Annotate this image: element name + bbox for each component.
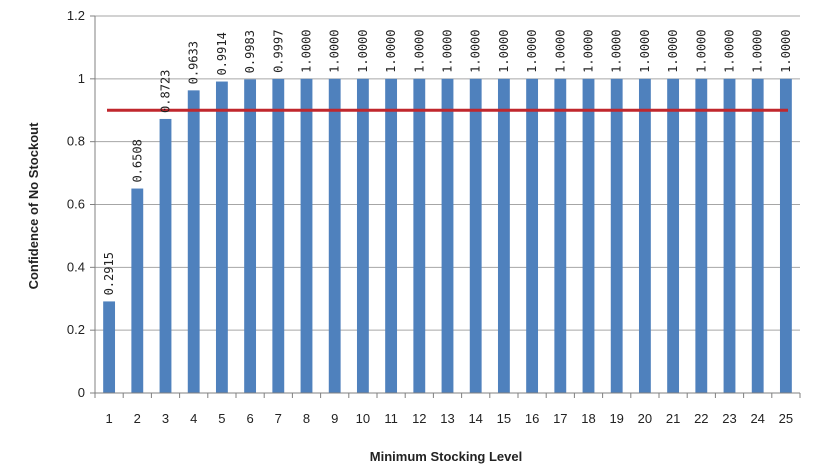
bar xyxy=(554,78,567,393)
y-tick-label: 0.4 xyxy=(67,259,85,274)
bar xyxy=(667,78,680,393)
x-tick-label: 6 xyxy=(246,411,253,426)
bar xyxy=(244,79,257,393)
x-tick-label: 7 xyxy=(275,411,282,426)
bar xyxy=(526,78,539,393)
x-tick-label: 11 xyxy=(384,411,398,426)
data-label: 1.0000 xyxy=(723,29,737,72)
x-tick-label: 17 xyxy=(553,411,567,426)
x-tick-label: 5 xyxy=(218,411,225,426)
y-tick-label: 0.8 xyxy=(67,134,85,149)
data-label: 1.0000 xyxy=(553,29,567,72)
data-label: 1.0000 xyxy=(441,29,455,72)
bar xyxy=(356,78,369,393)
bar xyxy=(215,81,228,394)
x-tick-label: 9 xyxy=(331,411,338,426)
axes: 00.20.40.60.811.21 2 3 4 5 6 7 8 9 10 11 12 13 14 15 16… xyxy=(67,8,801,426)
x-tick-label: 10 xyxy=(356,411,370,426)
x-tick-label: 21 xyxy=(666,411,680,426)
data-label: 1.0000 xyxy=(751,29,765,72)
x-tick-label: 2 xyxy=(134,411,141,426)
data-label: 1.0000 xyxy=(582,29,596,72)
x-tick-label: 20 xyxy=(638,411,652,426)
data-label: 1.0000 xyxy=(525,29,539,72)
data-label: 1.0000 xyxy=(356,29,370,72)
data-label: 1.0000 xyxy=(300,29,314,72)
bar xyxy=(723,78,736,393)
data-label: 0.9997 xyxy=(271,30,285,73)
y-tick-label: 0.2 xyxy=(67,322,85,337)
x-tick-label: 24 xyxy=(750,411,764,426)
bar xyxy=(187,90,200,393)
x-tick-label: 18 xyxy=(581,411,595,426)
x-tick-label: 23 xyxy=(722,411,736,426)
bar xyxy=(413,78,426,393)
bar xyxy=(385,78,398,393)
data-label: 1.0000 xyxy=(779,29,793,72)
data-label: 0.2915 xyxy=(102,252,116,295)
y-tick-label: 0.6 xyxy=(67,197,85,212)
x-tick-label: 14 xyxy=(468,411,482,426)
bar xyxy=(328,78,341,393)
x-tick-label: 13 xyxy=(440,411,454,426)
bars xyxy=(103,78,792,394)
x-tick-label: 8 xyxy=(303,411,310,426)
bar xyxy=(159,118,172,393)
data-label: 0.9983 xyxy=(243,30,257,73)
x-tick-label: 19 xyxy=(609,411,623,426)
bar xyxy=(779,78,792,393)
x-tick-label: 25 xyxy=(779,411,793,426)
data-label: 0.6508 xyxy=(130,139,144,182)
bar xyxy=(497,78,510,393)
data-label: 0.9914 xyxy=(215,32,229,75)
y-axis-title: Confidence of No Stockout xyxy=(26,122,41,290)
data-label: 1.0000 xyxy=(412,29,426,72)
y-tick-label: 0 xyxy=(78,385,85,400)
bar xyxy=(272,78,285,393)
x-axis-title: Minimum Stocking Level xyxy=(370,449,522,464)
x-tick-label: 1 xyxy=(105,411,112,426)
bar xyxy=(751,78,764,393)
bar xyxy=(300,78,313,393)
data-label: 1.0000 xyxy=(666,29,680,72)
data-labels: 0.2915 0.6508 0.8723 0.9633 0.9914 0.9983 0.99… xyxy=(102,29,793,295)
bar xyxy=(610,78,623,393)
bar xyxy=(638,78,651,393)
bar xyxy=(582,78,595,393)
data-label: 1.0000 xyxy=(694,29,708,72)
bar xyxy=(131,188,144,393)
x-tick-label: 16 xyxy=(525,411,539,426)
y-tick-label: 1 xyxy=(78,71,85,86)
bar xyxy=(695,78,708,393)
data-label: 1.0000 xyxy=(328,29,342,72)
x-tick-label: 12 xyxy=(412,411,426,426)
bar xyxy=(469,78,482,393)
data-label: 0.9633 xyxy=(187,41,201,84)
x-tick-label: 3 xyxy=(162,411,169,426)
data-label: 1.0000 xyxy=(638,29,652,72)
bar xyxy=(441,78,454,393)
y-tick-label: 1.2 xyxy=(67,8,85,23)
data-label: 1.0000 xyxy=(610,29,624,72)
x-tick-label: 4 xyxy=(190,411,197,426)
bar xyxy=(103,301,116,393)
x-tick-label: 22 xyxy=(694,411,708,426)
data-label: 1.0000 xyxy=(497,29,511,72)
x-tick-label: 15 xyxy=(497,411,511,426)
data-label: 1.0000 xyxy=(469,29,483,72)
data-label: 1.0000 xyxy=(384,29,398,72)
data-label: 0.8723 xyxy=(159,70,173,113)
